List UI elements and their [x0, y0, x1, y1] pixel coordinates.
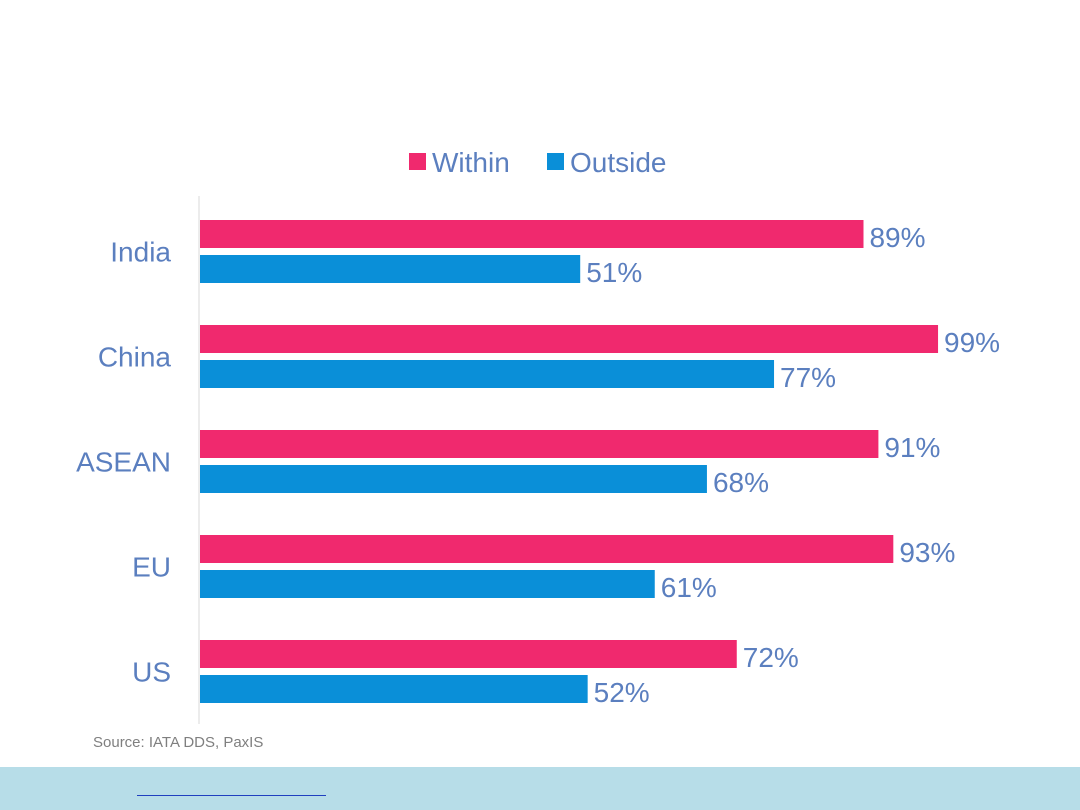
footer-link-underline: [137, 795, 326, 796]
data-label-outside-eu: 61%: [661, 572, 717, 603]
legend: Within Outside: [409, 147, 667, 178]
data-label-within-india: 89%: [869, 222, 925, 253]
data-label-within-china: 99%: [944, 327, 1000, 358]
bar-outside-eu: [200, 570, 655, 598]
data-label-outside-us: 52%: [594, 677, 650, 708]
data-label-within-eu: 93%: [899, 537, 955, 568]
source-note: Source: IATA DDS, PaxIS: [93, 734, 264, 751]
legend-swatch-within: [409, 153, 426, 170]
bars-group: [200, 220, 939, 703]
footer-band: [0, 767, 1080, 810]
bar-within-eu: [200, 535, 894, 563]
bar-within-asean: [200, 430, 879, 458]
bar-within-china: [200, 325, 939, 353]
labels-group: India 89% 51% China 99% 77% ASEAN 91% 68% EU 93% 61…: [76, 222, 1000, 708]
data-label-outside-asean: 68%: [713, 467, 769, 498]
bar-outside-india: [200, 255, 581, 283]
bar-outside-china: [200, 360, 775, 388]
legend-label-outside: Outside: [570, 147, 667, 178]
category-label-india: India: [110, 237, 171, 268]
data-label-outside-india: 51%: [586, 257, 642, 288]
bar-outside-us: [200, 675, 588, 703]
data-label-within-asean: 91%: [884, 432, 940, 463]
category-label-china: China: [98, 342, 172, 373]
bar-within-us: [200, 640, 737, 668]
category-label-asean: ASEAN: [76, 447, 171, 478]
category-label-eu: EU: [132, 552, 171, 583]
legend-label-within: Within: [432, 147, 510, 178]
data-label-outside-china: 77%: [780, 362, 836, 393]
bar-chart: Within Outside India 89% 51% China 99% 77% ASE…: [76, 147, 1000, 724]
bar-within-india: [200, 220, 864, 248]
legend-swatch-outside: [547, 153, 564, 170]
category-label-us: US: [132, 657, 171, 688]
bar-outside-asean: [200, 465, 707, 493]
data-label-within-us: 72%: [743, 642, 799, 673]
